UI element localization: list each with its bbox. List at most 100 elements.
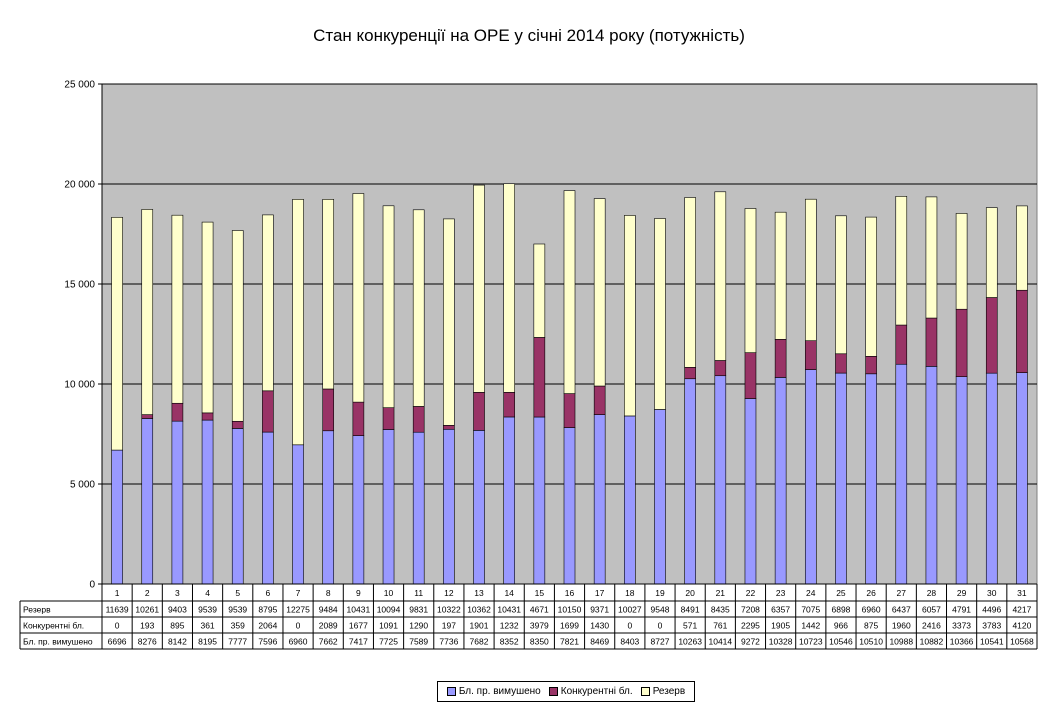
x-tick-label: 29 — [957, 588, 967, 598]
data-label: 7662 — [319, 637, 338, 647]
data-label: 1091 — [379, 621, 398, 631]
bar-reserve — [955, 213, 968, 310]
bar-reserve — [141, 209, 154, 415]
bar-competitive — [744, 352, 757, 399]
legend-label-reserve: Резерв — [652, 686, 686, 697]
x-tick-label: 26 — [866, 588, 876, 598]
data-label: 193 — [140, 621, 154, 631]
data-label: 6437 — [892, 605, 911, 615]
bar-competitive — [443, 425, 455, 430]
data-label: 6960 — [289, 637, 308, 647]
bar-forced — [1016, 372, 1028, 585]
x-tick-label: 5 — [235, 588, 240, 598]
data-label: 10414 — [708, 637, 732, 647]
bar-reserve — [895, 196, 908, 326]
data-label: 6057 — [922, 605, 941, 615]
bar-forced — [624, 415, 636, 585]
data-label: 9831 — [409, 605, 428, 615]
data-label: 1905 — [771, 621, 790, 631]
bar-reserve — [804, 198, 817, 341]
bar-competitive — [473, 392, 485, 431]
data-label: 8276 — [138, 637, 157, 647]
bar-competitive — [985, 297, 998, 374]
bar-reserve — [443, 218, 455, 426]
x-tick-label: 23 — [776, 588, 786, 598]
data-label: 7208 — [741, 605, 760, 615]
bar-reserve — [322, 199, 335, 390]
y-tick-label: 25 000 — [64, 80, 95, 91]
bar-competitive — [352, 401, 365, 436]
bar-competitive — [231, 420, 244, 429]
bar-forced — [262, 431, 274, 585]
x-tick-label: 15 — [535, 588, 545, 598]
bar-reserve — [563, 190, 576, 394]
y-tick-label: 5 000 — [70, 480, 95, 491]
data-label: 7075 — [801, 605, 820, 615]
y-tick-label: 20 000 — [64, 180, 95, 191]
bar-forced — [774, 377, 787, 585]
bar-reserve — [262, 214, 274, 392]
x-tick-label: 20 — [685, 588, 695, 598]
bar-reserve — [292, 199, 304, 446]
bar-competitive — [835, 353, 847, 374]
x-tick-label: 22 — [746, 588, 756, 598]
bar-forced — [533, 416, 546, 585]
bar-reserve — [533, 243, 546, 338]
data-label: 6357 — [771, 605, 790, 615]
legend-item-reserve: Резерв — [640, 686, 686, 697]
data-label: 966 — [834, 621, 848, 631]
table-row-label: Конкурентні бл. — [23, 621, 84, 631]
x-tick-label: 14 — [504, 588, 514, 598]
bar-forced — [443, 428, 455, 585]
bar-reserve — [654, 218, 666, 410]
bar-reserve — [714, 191, 727, 361]
data-label: 0 — [296, 621, 301, 631]
data-label: 8142 — [168, 637, 187, 647]
x-tick-label: 31 — [1017, 588, 1027, 598]
legend-swatch-competitive — [548, 687, 558, 696]
data-label: 7417 — [349, 637, 368, 647]
data-label: 8469 — [590, 637, 609, 647]
bar-reserve — [503, 183, 515, 393]
bar-reserve — [1016, 205, 1028, 291]
data-label: 8403 — [620, 637, 639, 647]
data-label: 9371 — [590, 605, 609, 615]
x-tick-label: 18 — [625, 588, 635, 598]
data-label: 10150 — [558, 605, 582, 615]
bar-forced — [171, 420, 184, 585]
x-tick-label: 12 — [444, 588, 454, 598]
bar-competitive — [925, 317, 938, 367]
data-label: 8727 — [651, 637, 670, 647]
data-label: 571 — [683, 621, 697, 631]
data-label: 8435 — [711, 605, 730, 615]
x-tick-label: 21 — [716, 588, 726, 598]
bar-forced — [412, 431, 425, 585]
bar-forced — [895, 363, 908, 585]
data-label: 10328 — [769, 637, 793, 647]
y-tick-label: 10 000 — [64, 380, 95, 391]
data-label: 895 — [170, 621, 184, 631]
bar-forced — [382, 429, 395, 585]
legend-swatch-forced — [446, 687, 456, 696]
legend-item-competitive: Конкурентні бл. — [548, 686, 633, 697]
bar-forced — [111, 449, 123, 585]
bar-forced — [985, 372, 998, 585]
bar-reserve — [774, 211, 787, 340]
data-label: 10723 — [799, 637, 823, 647]
data-label: 361 — [200, 621, 214, 631]
data-label: 9484 — [319, 605, 338, 615]
data-label: 9403 — [168, 605, 187, 615]
bar-competitive — [533, 337, 546, 418]
bar-competitive — [774, 339, 787, 378]
data-label: 1901 — [470, 621, 489, 631]
legend-label-forced: Бл. пр. вимушено — [458, 686, 541, 697]
bar-forced — [292, 444, 304, 585]
bar-reserve — [624, 215, 636, 417]
x-tick-label: 16 — [565, 588, 575, 598]
data-label: 7682 — [470, 637, 489, 647]
x-tick-label: 7 — [296, 588, 301, 598]
legend-label-competitive: Конкурентні бл. — [560, 686, 633, 697]
data-label: 11639 — [106, 605, 129, 615]
table-row-label: Бл. пр. вимушено — [23, 637, 93, 647]
